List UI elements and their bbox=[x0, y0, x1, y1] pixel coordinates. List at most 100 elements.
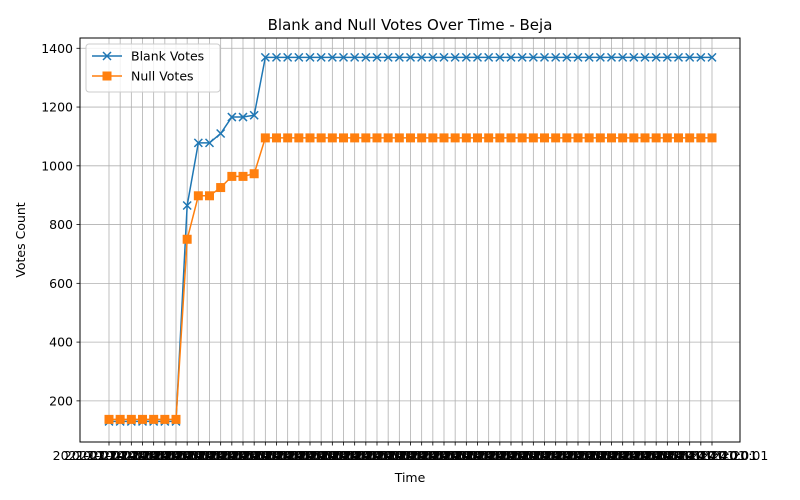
blank-votes-point bbox=[193, 138, 203, 148]
null-votes-point bbox=[439, 133, 449, 143]
y-tick-label: 200 bbox=[49, 393, 73, 408]
legend-entry-null-votes: Null Votes bbox=[92, 69, 194, 84]
x-tick-label: 2021-01-24 20:01 bbox=[164, 448, 277, 463]
blank-votes-point bbox=[662, 52, 672, 62]
null-votes-point bbox=[104, 414, 114, 424]
null-votes-point bbox=[193, 191, 203, 201]
null-votes-point bbox=[327, 133, 337, 143]
null-votes-point bbox=[372, 133, 382, 143]
x-tick-label: 2021-01-24 20:01 bbox=[522, 448, 635, 463]
null-votes-point bbox=[138, 414, 147, 424]
x-marker-stroke bbox=[216, 128, 226, 139]
null-votes-point bbox=[115, 414, 125, 424]
null-votes-point bbox=[316, 133, 326, 143]
x-marker-stroke bbox=[305, 52, 315, 62]
x-marker-stroke bbox=[372, 52, 382, 62]
x-axis-title: Time bbox=[394, 470, 426, 485]
x-tick-label: 2021-01-24 20:01 bbox=[310, 448, 423, 463]
x-tick-label: 2021-01-24 20:01 bbox=[343, 448, 456, 463]
x-tick-label: 2021-01-24 20:01 bbox=[432, 448, 545, 463]
null-votes-point bbox=[417, 133, 427, 143]
x-marker-stroke bbox=[271, 52, 282, 62]
x-marker-stroke bbox=[640, 52, 650, 62]
null-votes-point bbox=[662, 133, 672, 143]
x-tick-label: 2021-01-24 20:01 bbox=[622, 448, 735, 463]
blank-votes-point bbox=[551, 52, 561, 62]
null-votes-point bbox=[584, 133, 594, 143]
null-votes-point bbox=[361, 133, 371, 143]
x-marker-stroke bbox=[517, 52, 527, 62]
x-tick-label: 2021-01-24 20:01 bbox=[499, 448, 612, 463]
series-markers bbox=[104, 52, 717, 426]
blank-votes-point bbox=[450, 52, 460, 62]
x-tick-label: 2021-01-24 20:01 bbox=[611, 448, 724, 463]
x-marker-stroke bbox=[204, 138, 215, 148]
y-tick-label: 600 bbox=[49, 276, 73, 291]
x-marker-stroke bbox=[383, 52, 393, 62]
x-marker-stroke bbox=[506, 52, 516, 62]
null-votes-point bbox=[227, 171, 237, 181]
x-tick-label: 2021-01-24 20:01 bbox=[220, 448, 333, 463]
blank-votes-point bbox=[361, 52, 371, 62]
blank-votes-point bbox=[584, 52, 594, 62]
x-tick-label: 2021-01-24 20:01 bbox=[645, 448, 758, 463]
x-marker-stroke bbox=[461, 52, 471, 62]
x-tick-label: 2021-01-24 20:01 bbox=[511, 448, 624, 463]
x-tick-label: 2021-01-24 20:01 bbox=[633, 448, 746, 463]
null-votes-point bbox=[473, 133, 482, 143]
null-votes-point bbox=[651, 133, 661, 143]
x-tick-label: 2021-01-24 20:01 bbox=[600, 448, 713, 463]
null-votes-point bbox=[707, 133, 717, 143]
null-votes-point bbox=[394, 133, 404, 143]
x-tick-label: 2021-01-24 20:01 bbox=[97, 448, 210, 463]
x-tick-label: 2021-01-24 20:01 bbox=[109, 448, 222, 463]
blank-votes-point bbox=[484, 52, 494, 62]
x-marker-stroke bbox=[405, 52, 416, 62]
blank-votes-point bbox=[461, 52, 471, 62]
x-marker-stroke bbox=[495, 52, 505, 62]
blank-votes-point bbox=[606, 52, 617, 62]
x-tick-label: 2021-01-24 20:01 bbox=[332, 448, 445, 463]
x-tick-label: 2021-01-24 20:01 bbox=[131, 448, 244, 463]
null-votes-point bbox=[305, 133, 315, 143]
x-marker-stroke bbox=[673, 52, 684, 62]
x-marker-stroke bbox=[562, 52, 572, 62]
x-tick-label: 2021-01-24 20:01 bbox=[153, 448, 266, 463]
x-marker-stroke bbox=[249, 110, 259, 120]
x-marker-stroke bbox=[316, 52, 326, 62]
x-marker-stroke bbox=[707, 52, 717, 62]
x-tick-label: 2021-01-24 20:01 bbox=[265, 448, 378, 463]
x-marker-stroke bbox=[651, 52, 661, 62]
blank-votes-point bbox=[216, 128, 226, 139]
blank-votes-point bbox=[271, 52, 282, 62]
x-tick-label: 2021-01-24 20:01 bbox=[321, 448, 434, 463]
blank-votes-point bbox=[204, 138, 215, 148]
x-marker-stroke bbox=[662, 52, 672, 62]
legend-label: Blank Votes bbox=[131, 49, 204, 64]
null-votes-point bbox=[350, 133, 360, 143]
x-marker-stroke bbox=[361, 52, 371, 62]
blank-votes-point bbox=[316, 52, 326, 62]
x-tick-label: 2021-01-24 20:01 bbox=[466, 448, 579, 463]
x-marker-stroke bbox=[484, 52, 494, 62]
x-tick-label: 2021-01-24 20:01 bbox=[365, 448, 478, 463]
blank-votes-point bbox=[495, 52, 505, 62]
null-votes-point bbox=[149, 414, 159, 424]
x-tick-label: 2021-01-24 20:01 bbox=[276, 448, 389, 463]
null-votes-point bbox=[171, 414, 181, 424]
x-marker-stroke bbox=[472, 52, 483, 62]
x-marker-stroke bbox=[450, 52, 460, 62]
blank-votes-point bbox=[305, 52, 315, 62]
null-votes-point bbox=[249, 169, 259, 179]
blank-votes-point bbox=[394, 52, 404, 62]
blank-votes-point bbox=[372, 52, 382, 62]
blank-votes-point bbox=[651, 52, 661, 62]
x-tick-label: 2021-01-24 20:01 bbox=[120, 448, 233, 463]
blank-votes-point bbox=[506, 52, 516, 62]
x-tick-label: 2021-01-24 20:01 bbox=[86, 448, 199, 463]
blank-votes-point bbox=[350, 52, 360, 62]
null-votes-point bbox=[182, 234, 192, 244]
x-tick-label: 2021-01-24 20:01 bbox=[444, 448, 557, 463]
null-votes-point bbox=[294, 133, 304, 143]
